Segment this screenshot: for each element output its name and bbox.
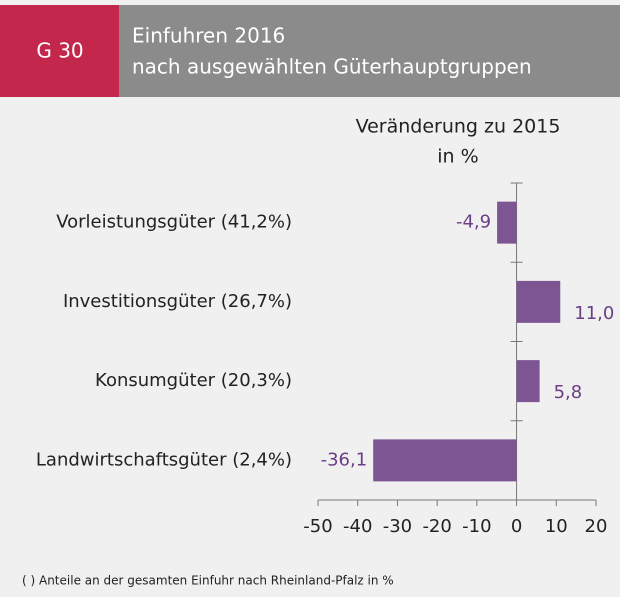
category-label: Investitionsgüter (26,7%) — [63, 291, 292, 312]
bar — [497, 201, 517, 244]
bar — [516, 360, 540, 403]
x-tick-label: 0 — [511, 516, 522, 537]
bar — [516, 280, 561, 323]
category-label: Landwirtschaftsgüter (2,4%) — [36, 449, 292, 470]
x-tick-label: -30 — [383, 516, 412, 537]
axis-title: Veränderung zu 2015 — [356, 116, 561, 138]
chart-title: nach ausgewählten Güterhauptgruppen — [132, 55, 532, 79]
value-label: -4,9 — [456, 212, 491, 233]
footnote: ( ) Anteile an der gesamten Einfuhr nach… — [22, 574, 394, 588]
chart-title: Einfuhren 2016 — [132, 24, 285, 48]
x-tick-label: -20 — [422, 516, 451, 537]
x-tick-label: 20 — [585, 516, 608, 537]
value-label: 5,8 — [554, 382, 583, 403]
chart-number: G 30 — [36, 39, 83, 63]
value-label: -36,1 — [321, 449, 368, 470]
x-tick-label: -10 — [462, 516, 491, 537]
bar — [373, 439, 517, 482]
x-tick-label: 10 — [545, 516, 568, 537]
axis-title: in % — [437, 146, 478, 168]
value-label: 11,0 — [574, 303, 614, 324]
title-box — [119, 5, 620, 97]
chart-number-box — [0, 5, 119, 97]
category-label: Vorleistungsgüter (41,2%) — [56, 212, 292, 233]
x-tick-label: -40 — [343, 516, 372, 537]
x-tick-label: -50 — [303, 516, 332, 537]
category-label: Konsumgüter (20,3%) — [95, 370, 292, 391]
